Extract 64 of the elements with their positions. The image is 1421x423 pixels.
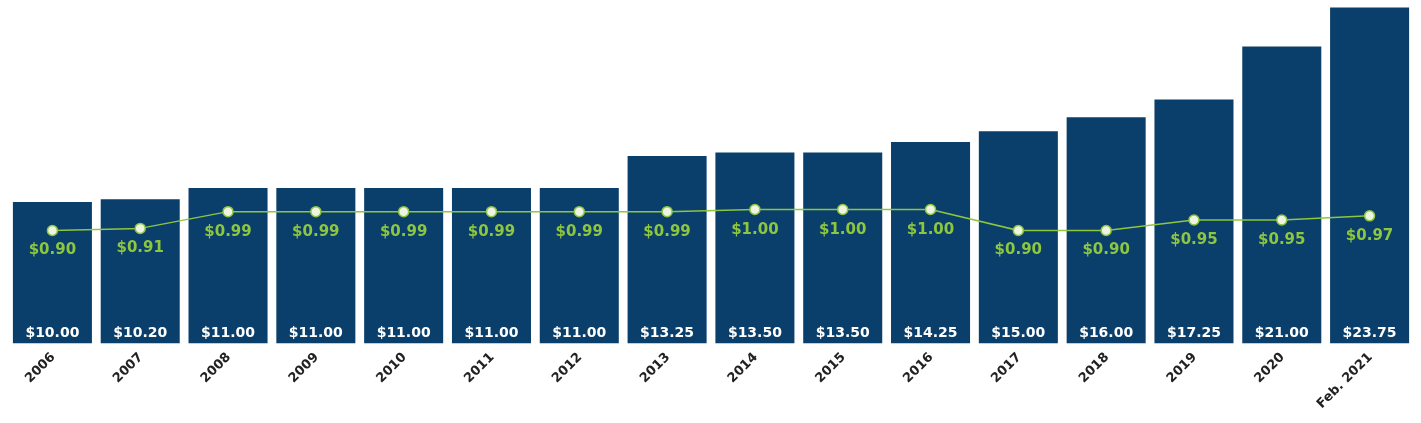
point <box>485 205 498 218</box>
point <box>134 222 146 235</box>
data-label: $15.00 <box>991 323 1046 340</box>
data-label: $11.00 <box>288 323 344 340</box>
bar <box>100 199 180 344</box>
bar <box>715 152 795 344</box>
bar <box>891 141 971 344</box>
data-label: $11.00 <box>376 323 431 340</box>
point <box>46 224 59 237</box>
data-label: $0.99 <box>204 221 252 240</box>
bar <box>1154 99 1234 344</box>
bar <box>188 187 268 344</box>
point <box>836 203 849 216</box>
point <box>1188 214 1200 226</box>
point <box>222 205 234 218</box>
point <box>397 205 410 218</box>
point <box>924 203 937 216</box>
data-label: $0.99 <box>379 221 428 240</box>
point <box>749 203 761 216</box>
data-label: $1.00 <box>819 219 867 238</box>
data-label: $11.00 <box>201 323 256 340</box>
data-label: $0.95 <box>1258 230 1306 248</box>
data-label: $0.91 <box>116 238 164 257</box>
data-label: $0.99 <box>643 221 691 240</box>
bar <box>978 131 1058 344</box>
data-label: $0.90 <box>994 240 1043 259</box>
data-label: $13.50 <box>815 323 870 340</box>
data-label: $17.25 <box>1166 323 1221 340</box>
data-label: $0.95 <box>1170 230 1218 248</box>
point <box>1276 214 1288 226</box>
point <box>1100 224 1112 237</box>
bar <box>803 152 883 344</box>
data-label: $23.75 <box>1342 323 1397 340</box>
bar <box>1242 46 1322 344</box>
data-label: $10.00 <box>25 323 80 340</box>
data-label: $13.25 <box>640 323 695 340</box>
data-label: $16.00 <box>1079 323 1134 340</box>
data-label: $0.99 <box>292 221 340 240</box>
data-label: $1.00 <box>906 219 955 238</box>
data-label: $0.90 <box>1082 240 1130 259</box>
data-label: $10.20 <box>113 323 168 340</box>
bar <box>12 202 92 344</box>
data-label: $21.00 <box>1254 323 1310 340</box>
point <box>1012 224 1025 237</box>
data-label: $0.97 <box>1345 225 1394 244</box>
data-label: $1.00 <box>731 219 779 238</box>
data-label: $0.99 <box>555 221 604 240</box>
bar <box>451 187 531 344</box>
bar <box>364 187 444 344</box>
point <box>1363 210 1376 222</box>
data-label: $11.00 <box>464 323 519 340</box>
bar <box>276 187 356 344</box>
data-label: $13.50 <box>727 323 783 340</box>
data-label: $14.25 <box>903 323 958 340</box>
bar <box>539 187 619 344</box>
data-label: $0.90 <box>28 240 77 259</box>
bar <box>1330 7 1410 344</box>
bar <box>627 156 707 344</box>
point <box>310 205 322 218</box>
point <box>573 205 586 218</box>
data-label: $0.99 <box>467 221 516 240</box>
data-label: $11.00 <box>552 323 607 340</box>
bar <box>1066 117 1146 344</box>
point <box>661 205 673 218</box>
